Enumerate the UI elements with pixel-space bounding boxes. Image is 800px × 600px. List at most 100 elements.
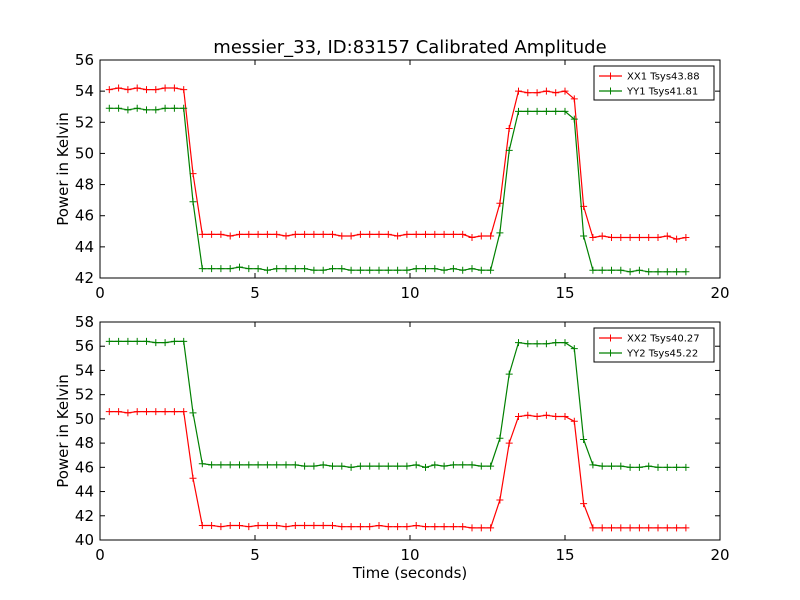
data-point	[143, 408, 150, 416]
data-point	[496, 199, 504, 207]
y-tick-label: 42	[75, 507, 94, 525]
chart-title: messier_33, ID:83157 Calibrated Amplitud…	[213, 37, 606, 58]
data-point	[449, 265, 457, 273]
data-point	[263, 521, 271, 529]
data-point	[505, 146, 513, 154]
data-point	[347, 266, 355, 274]
data-point	[403, 266, 411, 274]
data-point	[384, 462, 392, 470]
data-point	[319, 461, 327, 469]
series-xx1	[105, 84, 690, 243]
data-point	[347, 232, 355, 240]
data-point	[208, 461, 216, 469]
data-point	[663, 463, 671, 471]
data-point	[403, 523, 411, 531]
data-point	[301, 230, 309, 238]
data-point	[645, 462, 653, 470]
data-point	[431, 230, 439, 238]
x-tick-label: 5	[250, 546, 260, 564]
data-point	[468, 524, 476, 532]
data-point	[477, 266, 485, 274]
x-tick-label: 20	[710, 546, 729, 564]
data-point	[180, 408, 188, 416]
data-point	[329, 521, 336, 529]
data-point	[217, 265, 225, 273]
data-point	[580, 500, 588, 508]
data-point	[115, 104, 123, 112]
x-tick-label: 20	[710, 284, 729, 302]
data-point	[635, 266, 643, 274]
data-point	[645, 268, 653, 276]
y-tick-label: 54	[75, 361, 94, 379]
data-point	[626, 268, 634, 276]
data-point	[449, 230, 457, 238]
data-point	[477, 462, 485, 470]
data-point	[161, 104, 169, 112]
data-point	[608, 462, 615, 470]
data-point	[663, 524, 671, 532]
series-yy1	[105, 104, 690, 276]
data-point	[236, 230, 243, 238]
data-point	[487, 524, 495, 532]
data-point	[384, 523, 392, 531]
data-point	[561, 412, 569, 420]
data-point	[645, 234, 653, 242]
data-point	[673, 463, 681, 471]
data-point	[477, 232, 485, 240]
data-point	[403, 230, 411, 238]
x-tick-label: 10	[400, 284, 419, 302]
data-point	[152, 408, 160, 416]
data-point	[245, 265, 253, 273]
data-point	[208, 265, 216, 273]
data-point	[440, 266, 448, 274]
data-point	[366, 523, 374, 531]
data-point	[617, 266, 625, 274]
data-point	[366, 230, 374, 238]
data-point	[124, 409, 132, 417]
data-point	[301, 521, 309, 529]
data-point	[533, 340, 541, 348]
data-point	[542, 87, 550, 95]
data-point	[626, 524, 634, 532]
data-point	[133, 104, 141, 112]
data-point	[356, 462, 364, 470]
data-point	[310, 521, 318, 529]
data-point	[496, 434, 504, 442]
data-point	[468, 234, 476, 242]
data-point	[226, 232, 234, 240]
data-point	[561, 339, 569, 347]
data-point	[170, 84, 178, 92]
data-point	[570, 95, 578, 103]
data-point	[226, 461, 234, 469]
data-point	[273, 265, 281, 273]
data-point	[673, 268, 681, 276]
data-point	[440, 523, 448, 531]
data-point	[208, 521, 216, 529]
x-tick-label: 0	[95, 284, 105, 302]
data-point	[561, 107, 569, 115]
data-point	[608, 524, 615, 532]
data-point	[356, 523, 364, 531]
x-tick-label: 10	[400, 546, 419, 564]
data-point	[635, 524, 643, 532]
data-point	[431, 461, 439, 469]
legend-entry: XX1 Tsys43.88	[627, 72, 700, 83]
data-point	[356, 230, 364, 238]
data-point	[161, 339, 169, 347]
legend: XX1 Tsys43.88 YY1 Tsys41.81	[593, 65, 715, 101]
data-point	[394, 266, 402, 274]
data-point	[254, 521, 262, 529]
data-point	[143, 337, 150, 345]
data-point	[124, 337, 132, 345]
data-point	[412, 265, 420, 273]
data-point	[449, 461, 457, 469]
data-point	[329, 462, 336, 470]
y-tick-label: 48	[75, 176, 94, 194]
data-point	[431, 523, 439, 531]
data-point	[375, 521, 383, 529]
data-point	[375, 266, 383, 274]
data-point	[515, 412, 522, 420]
y-tick-label: 58	[75, 313, 94, 331]
data-point	[561, 87, 569, 95]
data-point	[542, 411, 550, 419]
